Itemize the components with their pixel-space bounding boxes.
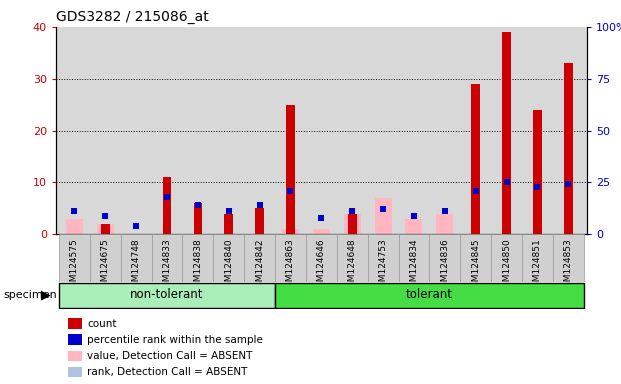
Text: rank, Detection Call = ABSENT: rank, Detection Call = ABSENT (87, 367, 247, 377)
Point (409, 212, 419, 218)
Bar (437, 214, 453, 234)
Bar (214, 234, 244, 282)
Bar (90, 234, 120, 282)
Text: GSM124575: GSM124575 (70, 238, 79, 293)
Text: GSM124840: GSM124840 (224, 238, 233, 293)
Bar (59, 283, 275, 308)
Text: specimen: specimen (3, 290, 57, 300)
Bar (368, 234, 399, 282)
Text: GSM124851: GSM124851 (533, 238, 542, 293)
Bar (275, 283, 584, 308)
Bar (120, 234, 152, 282)
Point (378, 206, 388, 212)
Text: count: count (87, 319, 117, 329)
Text: GDS3282 / 215086_at: GDS3282 / 215086_at (56, 10, 209, 25)
Point (162, 194, 172, 200)
Text: non-tolerant: non-tolerant (130, 288, 204, 301)
Bar (66, 219, 83, 234)
Text: GSM124646: GSM124646 (317, 238, 326, 293)
Point (193, 202, 203, 208)
Text: GSM124748: GSM124748 (132, 238, 140, 293)
Point (563, 181, 573, 187)
Point (131, 223, 141, 229)
Bar (282, 229, 299, 234)
Text: GSM124836: GSM124836 (440, 238, 450, 293)
Bar (429, 234, 460, 282)
Point (70, 209, 79, 215)
Point (286, 188, 296, 194)
Bar (275, 234, 306, 282)
Text: GSM124753: GSM124753 (379, 238, 388, 293)
Text: GSM124845: GSM124845 (471, 238, 480, 293)
Point (224, 209, 233, 215)
Text: GSM124833: GSM124833 (163, 238, 171, 293)
Bar (374, 198, 392, 234)
Text: GSM124675: GSM124675 (101, 238, 110, 293)
Bar (224, 214, 233, 234)
Bar (244, 234, 275, 282)
Bar (152, 234, 183, 282)
Point (347, 209, 357, 215)
Bar (564, 63, 573, 234)
Bar (313, 229, 330, 234)
Bar (163, 177, 171, 234)
Bar (460, 234, 491, 282)
Bar (306, 234, 337, 282)
Point (502, 179, 512, 185)
Text: GSM124834: GSM124834 (409, 238, 419, 293)
Bar (553, 234, 584, 282)
Text: ▶: ▶ (42, 288, 51, 301)
Text: GSM124853: GSM124853 (564, 238, 573, 293)
Text: GSM124863: GSM124863 (286, 238, 295, 293)
Text: tolerant: tolerant (406, 288, 453, 301)
Bar (97, 224, 114, 234)
Bar (502, 32, 511, 234)
Bar (194, 203, 202, 234)
Bar (348, 214, 356, 234)
Point (255, 202, 265, 208)
Point (471, 188, 481, 194)
Bar (101, 224, 109, 234)
Point (131, 223, 141, 229)
Bar (533, 110, 542, 234)
Text: value, Detection Call = ABSENT: value, Detection Call = ABSENT (87, 351, 252, 361)
Point (440, 209, 450, 215)
Point (101, 212, 111, 218)
Point (316, 215, 327, 221)
Bar (471, 84, 480, 234)
Text: GSM124838: GSM124838 (193, 238, 202, 293)
Bar (399, 234, 429, 282)
Text: GSM124842: GSM124842 (255, 238, 264, 293)
Text: GSM124850: GSM124850 (502, 238, 511, 293)
Bar (286, 104, 295, 234)
Bar (491, 234, 522, 282)
Bar (255, 208, 264, 234)
Bar (337, 234, 368, 282)
Bar (406, 219, 422, 234)
Bar (522, 234, 553, 282)
Bar (344, 214, 361, 234)
Point (532, 184, 542, 190)
Text: percentile rank within the sample: percentile rank within the sample (87, 335, 263, 345)
Bar (59, 234, 90, 282)
Bar (183, 234, 214, 282)
Text: GSM124648: GSM124648 (348, 238, 356, 293)
